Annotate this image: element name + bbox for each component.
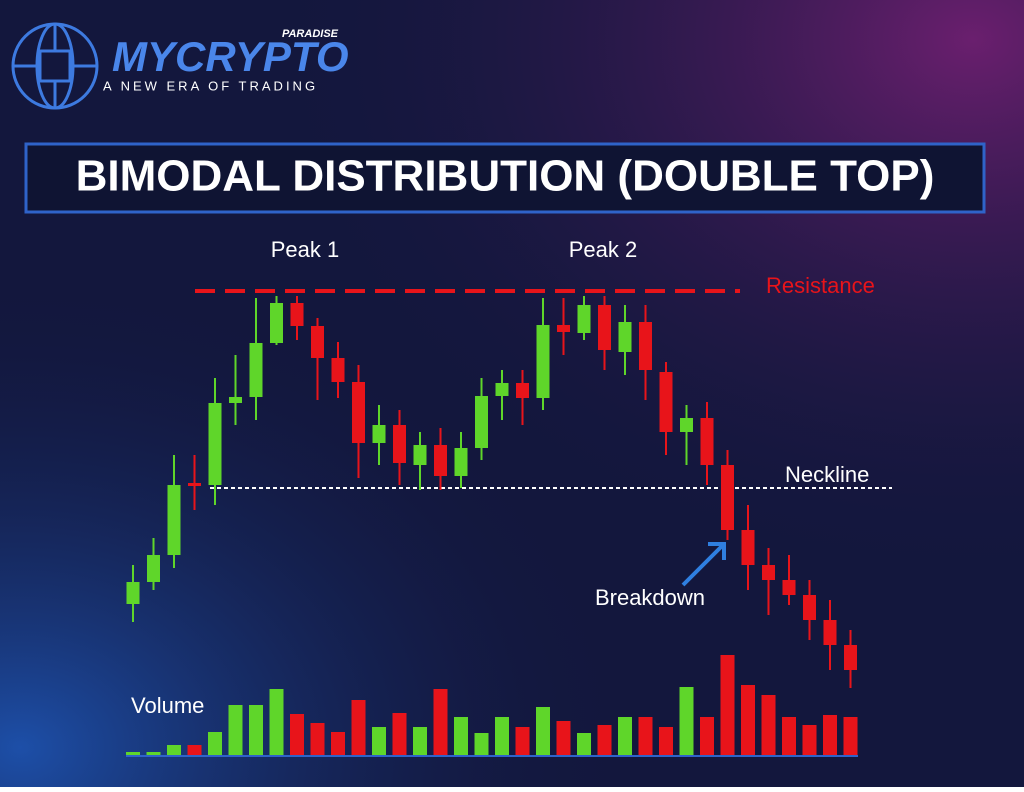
- candle-body: [659, 372, 673, 432]
- annotation: Breakdown: [595, 585, 705, 610]
- volume-bar: [228, 705, 243, 755]
- candle-body: [393, 425, 406, 463]
- volume-bar: [454, 717, 468, 755]
- tagline: A NEW ERA OF TRADING: [103, 78, 318, 93]
- volume-bar: [802, 725, 817, 755]
- candle-body: [454, 448, 468, 476]
- candle-body: [372, 425, 386, 443]
- logo-icon: [11, 22, 99, 110]
- volume-bar: [433, 689, 448, 755]
- volume-bar: [823, 715, 837, 755]
- volume-bar: [392, 713, 407, 755]
- volume-bar: [187, 745, 202, 755]
- breakdown-arrow: [681, 542, 726, 587]
- candle-body: [352, 382, 365, 443]
- volume-bar: [700, 717, 714, 755]
- volume-bar: [638, 717, 653, 755]
- candle-body: [208, 403, 222, 485]
- candle-body: [147, 555, 160, 582]
- volume-bar: [761, 695, 776, 755]
- volume-bar: [843, 717, 858, 755]
- candle-body: [639, 322, 652, 370]
- candle-body: [126, 582, 140, 604]
- candle-body: [823, 620, 837, 645]
- volume-bar: [474, 733, 489, 755]
- volume-bar: [310, 723, 325, 755]
- candle-body: [741, 530, 755, 565]
- candle-body: [331, 358, 345, 382]
- candle-body: [290, 303, 304, 326]
- volume-bar: [249, 705, 263, 755]
- candle-body: [434, 445, 447, 476]
- candle-body: [188, 483, 201, 486]
- volume-bar: [208, 732, 222, 755]
- volume-bar: [577, 733, 591, 755]
- annotation: Neckline: [785, 462, 869, 487]
- candle-body: [495, 383, 509, 396]
- volume-bar: [515, 727, 530, 755]
- candle-body: [413, 445, 427, 465]
- volume-bar: [269, 689, 284, 755]
- volume-bar: [556, 721, 571, 755]
- title-box: [24, 142, 986, 214]
- volume-bar: [413, 727, 427, 755]
- candle-body: [475, 396, 488, 448]
- annotation: Peak 1: [271, 237, 340, 262]
- volume-bar: [167, 745, 181, 755]
- candle-body: [598, 305, 611, 350]
- candle-body: [249, 343, 263, 397]
- candle-body: [167, 485, 181, 555]
- volume-bar: [495, 717, 509, 755]
- volume-bar: [741, 685, 755, 755]
- volume-bar: [659, 727, 673, 755]
- candle-body: [516, 383, 529, 398]
- candle-body: [311, 326, 324, 358]
- candle-body: [844, 645, 857, 670]
- volume-bar: [126, 752, 140, 755]
- volume-bar: [720, 655, 735, 755]
- volume-bar: [146, 752, 161, 755]
- volume-bar: [536, 707, 550, 755]
- volume-bar: [290, 714, 304, 755]
- candle-body: [270, 303, 283, 343]
- candle-body: [680, 418, 693, 432]
- chart-title: BIMODAL DISTRIBUTION (DOUBLE TOP): [76, 152, 935, 201]
- candle-body: [700, 418, 714, 465]
- brand-badge: PARADISE: [282, 28, 339, 40]
- volume-bar: [372, 727, 386, 755]
- candle-body: [577, 305, 591, 333]
- volume-bar: [679, 687, 694, 755]
- volume-bar: [782, 717, 796, 755]
- candle-body: [229, 397, 242, 403]
- volume-bar: [597, 725, 612, 755]
- volume-bar: [331, 732, 345, 755]
- candle-body: [803, 595, 816, 620]
- candle-body: [536, 325, 550, 398]
- brand: MYCRYPTO: [112, 33, 349, 80]
- annotation: Peak 2: [569, 237, 638, 262]
- candle-body: [721, 465, 734, 530]
- annotation: Resistance: [766, 273, 875, 298]
- annotation: Volume: [131, 693, 204, 718]
- candle-body: [762, 565, 775, 580]
- volume-bar: [618, 717, 632, 755]
- candle-body: [557, 325, 570, 332]
- candle-body: [618, 322, 632, 352]
- volume-bar: [351, 700, 366, 755]
- candle-body: [782, 580, 796, 595]
